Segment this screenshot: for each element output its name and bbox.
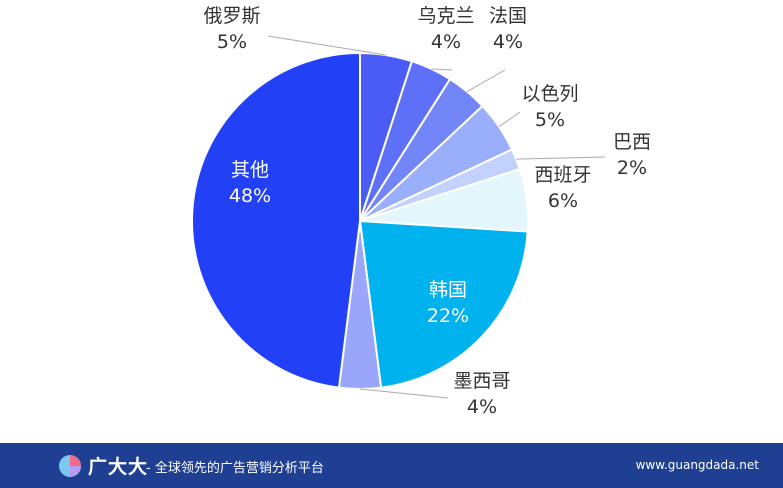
slice-label-0: 俄罗斯: [203, 5, 260, 27]
leader-line-2: [466, 69, 506, 92]
slice-label-4: 巴西: [613, 131, 651, 153]
slice-value-4: 2%: [617, 157, 647, 179]
slice-label-6: 韩国: [429, 279, 467, 301]
leader-line-1: [431, 68, 453, 71]
pie-chart: 俄罗斯 5% 乌克兰 4% 法国 4% 以色列 5% 巴西 2% 西班牙 6% 韩国 22% 墨西哥 4% 其他…: [191, 5, 651, 418]
pie-logo-icon: [59, 455, 81, 477]
slice-label-2: 法国: [489, 5, 527, 27]
slice-value-1: 4%: [431, 31, 461, 53]
slice-value-3: 5%: [535, 109, 565, 131]
slice-label-3: 以色列: [521, 83, 578, 105]
leader-line-4: [516, 156, 606, 160]
slice-value-5: 6%: [548, 190, 578, 212]
footer-bar: 广大大 - 全球领先的广告营销分析平台 www.guangdada.net: [0, 443, 783, 488]
slice-value-2: 4%: [493, 31, 523, 53]
leader-line-3: [498, 111, 521, 127]
brand-url[interactable]: www.guangdada.net: [635, 458, 759, 472]
brand-name: 广大大: [88, 456, 149, 478]
slice-value-8: 48%: [229, 185, 271, 207]
pie-slice-8: [191, 51, 361, 389]
slice-label-8: 其他: [231, 159, 269, 181]
slice-label-1: 乌克兰: [417, 5, 474, 27]
slice-label-5: 西班牙: [534, 164, 591, 186]
pie-slice-6: [358, 219, 529, 389]
leader-line-0: [267, 35, 387, 56]
slice-label-7: 墨西哥: [453, 370, 510, 392]
slice-value-6: 22%: [427, 305, 469, 327]
brand-tagline: - 全球领先的广告营销分析平台: [146, 461, 324, 476]
slice-value-7: 4%: [467, 396, 497, 418]
leader-line-7: [359, 388, 449, 399]
slice-value-0: 5%: [217, 31, 247, 53]
